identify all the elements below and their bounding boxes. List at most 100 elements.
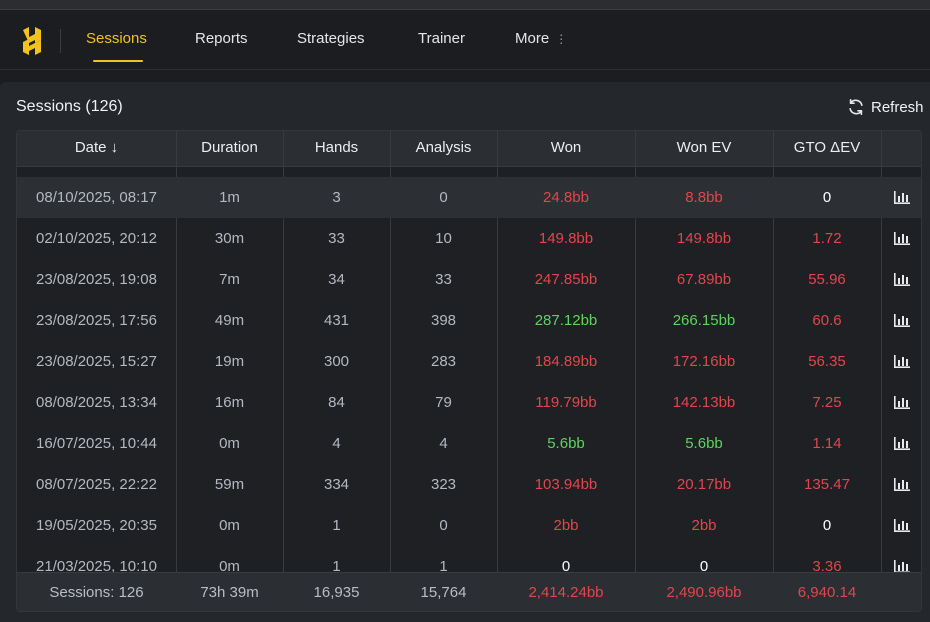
cell-date: 16/07/2025, 10:44 xyxy=(36,435,157,452)
bar-chart-icon[interactable] xyxy=(893,230,911,246)
column-header-date[interactable]: Date ↓ xyxy=(74,139,119,156)
cell-gto-delta-ev: 56.35 xyxy=(808,353,846,370)
cell-hands: 300 xyxy=(323,353,350,370)
table-row[interactable]: 23/08/2025, 15:27 19m 300 283 184.89bb 172.16… xyxy=(17,341,921,382)
cell-gto-delta-ev: 55.96 xyxy=(808,271,846,288)
cell-gto-delta-ev: 3.36 xyxy=(812,558,842,572)
table-footer: Sessions: 126 73h 39m 16,935 15,764 2,41… xyxy=(17,572,921,611)
cell-duration: 16m xyxy=(214,394,245,411)
nav-sessions[interactable]: Sessions xyxy=(86,30,147,47)
cell-hands: 34 xyxy=(328,271,345,288)
nav-more[interactable]: More ⋮ xyxy=(515,30,567,47)
cell-hands: 4 xyxy=(332,435,341,452)
cell-duration: 49m xyxy=(214,312,245,329)
column-header-hands[interactable]: Hands xyxy=(314,139,359,156)
cell-won: 287.12bb xyxy=(534,312,598,329)
nav-more-label: More xyxy=(515,30,550,47)
footer-hands-total: 16,935 xyxy=(313,584,360,601)
table-row[interactable]: 08/08/2025, 13:34 16m 84 79 119.79bb 142.13bb… xyxy=(17,382,921,423)
cell-duration: 1m xyxy=(219,189,240,206)
table-row[interactable]: 02/10/2025, 20:12 30m 33 10 149.8bb 149.8bb 1.… xyxy=(17,218,921,259)
panel-title: Sessions (126) xyxy=(16,98,123,115)
table-header: Date ↓ Duration Hands Analysis Won Won E… xyxy=(17,131,921,167)
footer-analysis-total: 15,764 xyxy=(420,584,467,601)
cell-won-ev: 2bb xyxy=(691,517,717,534)
cell-duration: 0m xyxy=(219,558,240,572)
cell-won-ev: 142.13bb xyxy=(672,394,736,411)
footer-duration-total: 73h 39m xyxy=(200,584,259,601)
scrollbar-thumb[interactable] xyxy=(921,215,922,501)
sessions-panel: Sessions (126) Refresh Date ↓ Duration H… xyxy=(0,82,930,622)
logo-divider xyxy=(60,29,61,53)
cell-gto-delta-ev: 0 xyxy=(822,517,832,534)
cell-analysis: 398 xyxy=(430,312,457,329)
cell-gto-delta-ev: 60.6 xyxy=(812,312,842,329)
cell-hands: 1 xyxy=(332,558,341,572)
cell-date: 21/03/2025, 10:10 xyxy=(36,558,157,572)
footer-won-total: 2,414.24bb xyxy=(528,584,604,601)
table-row[interactable]: 21/03/2025, 10:10 0m 1 1 0 0 3.36 xyxy=(17,546,921,572)
cell-date: 08/10/2025, 08:17 xyxy=(36,189,157,206)
bar-chart-icon[interactable] xyxy=(893,435,911,451)
cell-won: 2bb xyxy=(553,517,579,534)
cell-duration: 59m xyxy=(214,476,245,493)
cell-date: 23/08/2025, 19:08 xyxy=(36,271,157,288)
refresh-icon xyxy=(849,98,863,116)
cell-analysis: 4 xyxy=(439,435,448,452)
footer-sessions-count: Sessions: 126 xyxy=(49,584,144,601)
bar-chart-icon[interactable] xyxy=(893,394,911,410)
cell-won-ev: 5.6bb xyxy=(685,435,723,452)
cell-hands: 1 xyxy=(332,517,341,534)
cell-gto-delta-ev: 0 xyxy=(822,189,832,206)
window-top-strip xyxy=(0,0,930,10)
cell-analysis: 0 xyxy=(439,517,448,534)
bar-chart-icon[interactable] xyxy=(893,517,911,533)
refresh-button[interactable]: Refresh xyxy=(847,98,924,116)
table-row[interactable]: 19/05/2025, 20:35 0m 1 0 2bb 2bb 0 xyxy=(17,505,921,546)
bar-chart-icon[interactable] xyxy=(893,271,911,287)
bar-chart-icon[interactable] xyxy=(893,476,911,492)
cell-won: 0 xyxy=(561,558,571,572)
sessions-table: Date ↓ Duration Hands Analysis Won Won E… xyxy=(16,130,922,612)
column-header-duration[interactable]: Duration xyxy=(201,139,258,156)
cell-analysis: 323 xyxy=(430,476,457,493)
nav-strategies[interactable]: Strategies xyxy=(297,30,365,47)
table-row[interactable]: 23/08/2025, 17:56 49m 431 398 287.12bb 266.15… xyxy=(17,300,921,341)
table-body: 08/10/2025, 08:17 1m 3 0 24.8bb 8.8bb 0 02/10/2… xyxy=(17,177,921,572)
cell-duration: 7m xyxy=(219,271,240,288)
refresh-label: Refresh xyxy=(871,98,924,116)
top-navigation: Sessions Reports Strategies Trainer More… xyxy=(0,10,930,70)
cell-won: 103.94bb xyxy=(534,476,598,493)
column-header-won[interactable]: Won xyxy=(550,139,582,156)
table-row[interactable]: 16/07/2025, 10:44 0m 4 4 5.6bb 5.6bb 1.14 xyxy=(17,423,921,464)
bar-chart-icon[interactable] xyxy=(893,353,911,369)
column-divider xyxy=(773,131,774,611)
footer-gto-total: 6,940.14 xyxy=(797,584,857,601)
cell-date: 23/08/2025, 15:27 xyxy=(36,353,157,370)
table-row[interactable]: 08/10/2025, 08:17 1m 3 0 24.8bb 8.8bb 0 xyxy=(17,177,921,218)
cell-hands: 334 xyxy=(323,476,350,493)
scrollbar-track[interactable] xyxy=(921,177,922,572)
column-divider xyxy=(390,131,391,611)
app-logo-icon[interactable] xyxy=(20,26,44,56)
column-divider xyxy=(881,131,882,611)
cell-date: 08/08/2025, 13:34 xyxy=(36,394,157,411)
nav-reports[interactable]: Reports xyxy=(195,30,248,47)
cell-duration: 0m xyxy=(219,517,240,534)
table-row[interactable]: 23/08/2025, 19:08 7m 34 33 247.85bb 67.89bb 55… xyxy=(17,259,921,300)
cell-analysis: 283 xyxy=(430,353,457,370)
column-header-won-ev[interactable]: Won EV xyxy=(676,139,732,156)
column-header-analysis[interactable]: Analysis xyxy=(415,139,472,156)
table-row[interactable]: 08/07/2025, 22:22 59m 334 323 103.94bb 20.17b… xyxy=(17,464,921,505)
cell-won: 184.89bb xyxy=(534,353,598,370)
nav-trainer[interactable]: Trainer xyxy=(418,30,465,47)
more-dots-icon: ⋮ xyxy=(555,32,568,46)
bar-chart-icon[interactable] xyxy=(893,312,911,328)
cell-duration: 30m xyxy=(214,230,245,247)
column-header-gto-delta-ev[interactable]: GTO ΔEV xyxy=(793,139,861,156)
bar-chart-icon[interactable] xyxy=(893,189,911,205)
cell-analysis: 1 xyxy=(439,558,448,572)
column-divider xyxy=(176,131,177,611)
bar-chart-icon[interactable] xyxy=(893,558,911,572)
cell-won-ev: 8.8bb xyxy=(685,189,723,206)
